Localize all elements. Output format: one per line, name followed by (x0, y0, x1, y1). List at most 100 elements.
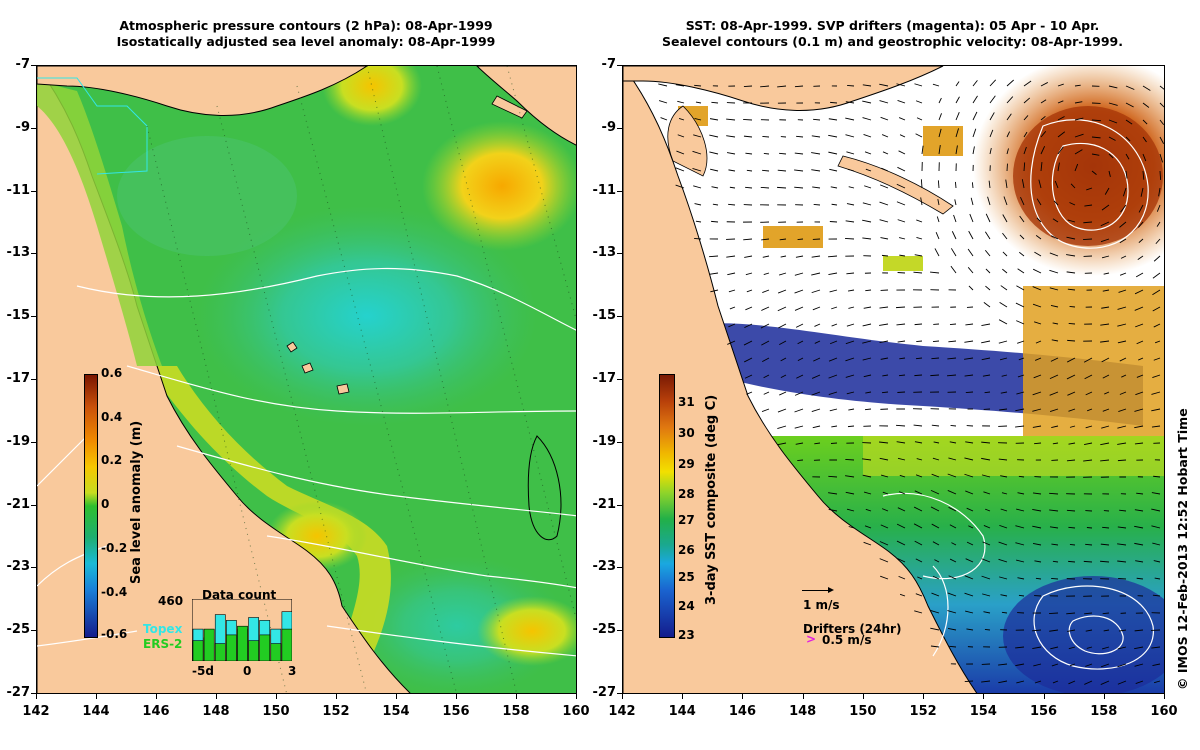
right-xtick-mark (1043, 694, 1045, 699)
velocity-vector (936, 216, 940, 223)
velocity-vector (1159, 136, 1164, 144)
sea-level-colorbar-label: Sea level anomaly (m) (129, 420, 144, 584)
velocity-vector (1035, 235, 1042, 240)
velocity-vector (1001, 492, 1008, 495)
velocity-vector (745, 272, 753, 276)
velocity-vector (848, 186, 855, 189)
velocity-vector (1032, 391, 1042, 396)
velocity-vector (1057, 146, 1064, 155)
velocity-vector (1040, 82, 1049, 87)
velocity-vector (998, 663, 1008, 666)
velocity-vector (1015, 408, 1025, 412)
velocity-vector (897, 507, 906, 512)
velocity-vector (1068, 680, 1076, 685)
velocity-vector (744, 374, 753, 379)
ers2-bar (248, 640, 259, 661)
velocity-vector (968, 230, 974, 240)
velocity-vector (1085, 391, 1093, 396)
velocity-vector (999, 408, 1008, 411)
velocity-vector (777, 425, 787, 429)
velocity-vector (1069, 663, 1076, 667)
velocity-vector (1015, 663, 1025, 667)
velocity-vector (913, 523, 923, 529)
velocity-vector (1049, 391, 1059, 396)
velocity-vector (692, 150, 702, 155)
velocity-vector (1121, 374, 1127, 378)
velocity-vector (1142, 102, 1150, 108)
velocity-vector (880, 524, 889, 529)
velocity-vector (998, 458, 1008, 461)
velocity-vector (1103, 629, 1110, 632)
right-ytick-label: -19 (592, 433, 617, 449)
velocity-vector (762, 136, 770, 138)
velocity-vector (1034, 357, 1042, 361)
right-ytick-label: -23 (592, 559, 617, 575)
velocity-vector (1091, 170, 1097, 175)
velocity-vector (1070, 183, 1076, 189)
velocity-vector (1051, 543, 1059, 546)
velocity-vector (777, 306, 787, 312)
velocity-vector (1057, 83, 1064, 87)
velocity-vector (999, 524, 1008, 529)
velocity-vector (1068, 560, 1076, 563)
velocity-vector (920, 179, 923, 189)
velocity-vector (947, 473, 957, 478)
velocity-vector (1153, 560, 1161, 563)
velocity-vector (899, 254, 906, 257)
velocity-vector (828, 508, 838, 512)
velocity-vector (1036, 217, 1042, 223)
velocity-vector (1050, 304, 1059, 308)
velocity-vector (864, 408, 872, 411)
velocity-vector (1019, 234, 1025, 240)
velocity-vector (845, 491, 855, 495)
velocity-vector (828, 151, 838, 155)
velocity-vector (1100, 221, 1110, 227)
velocity-vector (1057, 162, 1060, 172)
left-ytick-label: -23 (6, 559, 31, 575)
velocity-vector (797, 238, 804, 241)
velocity-vector (862, 202, 872, 206)
velocity-vector (916, 237, 923, 240)
velocity-vector (1135, 391, 1144, 396)
velocity-vector (1120, 204, 1127, 213)
left-ytick-label: -27 (6, 685, 31, 700)
velocity-vector (896, 83, 906, 87)
velocity-vector (1034, 442, 1042, 445)
velocity-vector (1016, 680, 1025, 684)
right-xtick-mark (1164, 694, 1165, 699)
velocity-vector (1023, 162, 1026, 172)
velocity-vector (711, 186, 719, 189)
velocity-vector (1049, 526, 1059, 529)
left-ytick-mark (31, 127, 36, 129)
velocity-vector (811, 152, 821, 155)
velocity-vector (896, 201, 906, 206)
velocity-vector (966, 628, 974, 631)
velocity-vector (914, 374, 923, 377)
velocity-vector (862, 117, 872, 121)
velocity-vector (955, 81, 960, 87)
velocity-vector (881, 134, 889, 138)
velocity-vector (897, 219, 906, 223)
velocity-vector (1016, 559, 1025, 563)
velocity-vector (1136, 374, 1144, 378)
velocity-vector (1000, 594, 1008, 597)
velocity-vector (1159, 170, 1162, 180)
velocity-vector (777, 289, 787, 294)
velocity-vector (1049, 408, 1059, 412)
velocity-vector (863, 374, 872, 378)
velocity-vector (794, 272, 804, 276)
velocity-vector (1006, 96, 1014, 104)
velocity-vector (729, 186, 736, 189)
velocity-vector (729, 306, 736, 310)
velocity-vector (763, 153, 770, 155)
velocity-vector (947, 374, 957, 377)
velocity-vector (813, 357, 821, 362)
velocity-vector (899, 593, 906, 597)
velocity-vector (913, 506, 923, 512)
velocity-vector (1086, 408, 1093, 412)
sea-level-colorbar (84, 374, 98, 638)
velocity-vector (811, 135, 821, 138)
right-ytick-label: -15 (592, 308, 617, 324)
velocity-vector (1016, 391, 1025, 395)
velocity-vector (846, 151, 855, 155)
